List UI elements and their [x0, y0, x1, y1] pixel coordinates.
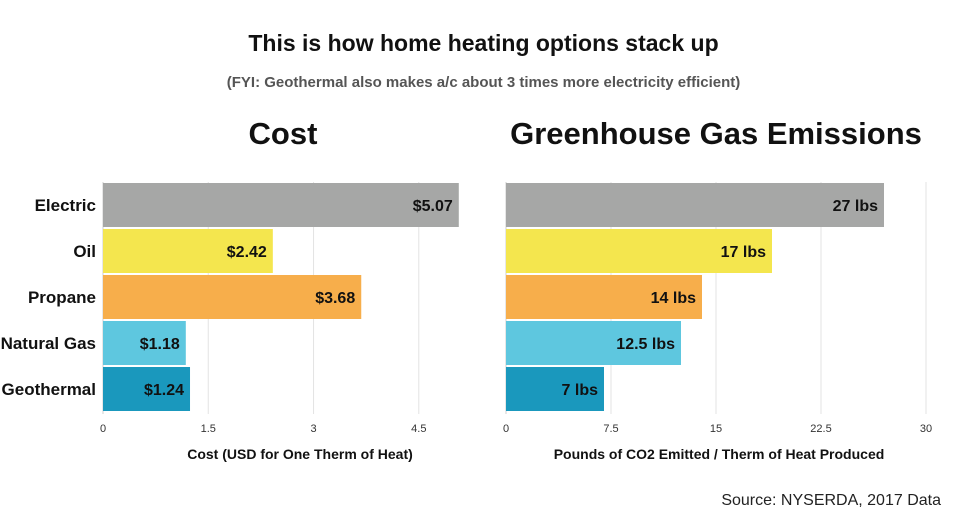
emissions-data-label: 27 lbs — [833, 198, 878, 215]
cost-x-axis-label: Cost (USD for One Therm of Heat) — [187, 446, 413, 462]
category-label: Oil — [73, 242, 96, 261]
cost-data-label: $1.24 — [144, 382, 184, 399]
emissions-bar-electric — [506, 183, 884, 227]
cost-data-label: $5.07 — [413, 198, 453, 215]
page-subtitle: (FYI: Geothermal also makes a/c about 3 … — [226, 74, 741, 91]
cost-bar-natural-gas — [103, 321, 186, 365]
emissions-x-axis-label: Pounds of CO2 Emitted / Therm of Heat Pr… — [554, 446, 885, 462]
cost-bar-propane — [103, 275, 362, 319]
category-label: Natural Gas — [1, 334, 96, 353]
source-note: Source: NYSERDA, 2017 Data — [721, 492, 941, 509]
emissions-data-label: 7 lbs — [562, 382, 599, 399]
emissions-bar-natural-gas — [506, 321, 681, 365]
cost-data-label: $2.42 — [227, 244, 267, 261]
cost-bar-electric — [103, 183, 459, 227]
cost-tick-label: 4.5 — [411, 423, 426, 435]
cost-tick-label: 1.5 — [201, 423, 216, 435]
emissions-data-label: 14 lbs — [651, 290, 696, 307]
cost-data-label: $3.68 — [315, 290, 355, 307]
emissions-tick-label: 15 — [710, 423, 722, 435]
emissions-data-label: 17 lbs — [721, 244, 766, 261]
cost-bar-geothermal — [103, 367, 191, 411]
category-label: Propane — [28, 288, 96, 307]
emissions-bar-geothermal — [506, 367, 604, 411]
emissions-bar-oil — [506, 229, 772, 273]
cost-chart-title: Cost — [248, 116, 318, 151]
category-label: Geothermal — [2, 380, 96, 399]
page-title: This is how home heating options stack u… — [248, 30, 719, 56]
cost-bar-oil — [103, 229, 273, 273]
cost-tick-label: 0 — [100, 423, 106, 435]
cost-data-label: $1.18 — [140, 336, 180, 353]
cost-tick-label: 3 — [310, 423, 316, 435]
category-label: Electric — [35, 196, 96, 215]
emissions-tick-label: 7.5 — [603, 423, 618, 435]
emissions-chart-title: Greenhouse Gas Emissions — [510, 116, 922, 151]
emissions-tick-label: 22.5 — [810, 423, 831, 435]
emissions-tick-label: 30 — [920, 423, 932, 435]
emissions-bar-propane — [506, 275, 702, 319]
emissions-data-label: 12.5 lbs — [616, 336, 675, 353]
emissions-tick-label: 0 — [503, 423, 509, 435]
